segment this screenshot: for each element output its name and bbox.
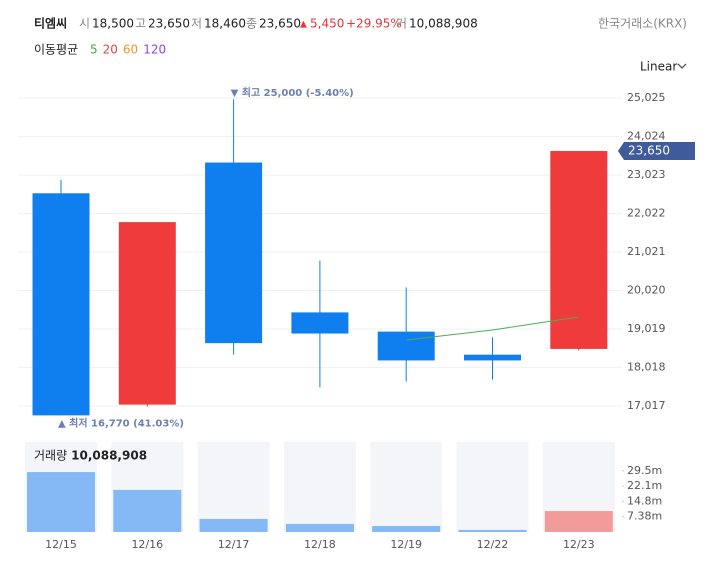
low-value: 18,460 bbox=[204, 17, 246, 31]
volume-bar bbox=[285, 523, 354, 532]
y-tick-label: 24,024 bbox=[627, 130, 666, 143]
high-label: 고 bbox=[135, 17, 146, 31]
annotation: ▲ 최저 16,770 (41.03%) bbox=[58, 416, 184, 429]
volume-value: 10,088,908 bbox=[409, 17, 478, 31]
y-tick-label: 22,022 bbox=[627, 207, 666, 220]
y-tick-label: 17,017 bbox=[627, 399, 666, 412]
y-tick-label: 19,019 bbox=[627, 322, 666, 335]
y-tick-label: 18,018 bbox=[627, 360, 666, 373]
change-value: 5,450 bbox=[310, 17, 344, 31]
open-value: 18,500 bbox=[92, 17, 134, 31]
high-value: 23,650 bbox=[148, 17, 190, 31]
x-tick-label: 12/22 bbox=[477, 538, 509, 551]
x-tick-label: 12/23 bbox=[563, 538, 595, 551]
x-tick-label: 12/15 bbox=[45, 538, 77, 551]
stock-name: 티엠씨 bbox=[34, 16, 67, 31]
candle-body bbox=[32, 193, 90, 416]
low-label: 저 bbox=[191, 17, 202, 31]
scale-mode[interactable]: Linear bbox=[640, 60, 677, 74]
moving-average-line bbox=[406, 316, 579, 341]
ma-legend: 60 bbox=[123, 43, 138, 57]
exchange: 한국거래소(KRX) bbox=[598, 17, 687, 31]
candle-body bbox=[464, 354, 521, 361]
y-tick-label: 23,023 bbox=[627, 168, 666, 181]
change-pct: +29.95% bbox=[346, 17, 402, 31]
close-value: 23,650 bbox=[259, 17, 301, 31]
y-tick-label: 21,021 bbox=[627, 245, 666, 258]
y-tick-label: 29.5m bbox=[627, 464, 662, 477]
change-arrow: ▲ bbox=[300, 20, 307, 30]
ma-legend: 5 bbox=[90, 43, 98, 57]
volume-panel bbox=[283, 442, 356, 532]
close-label: 종 bbox=[246, 17, 257, 31]
candle-body bbox=[550, 151, 608, 349]
volume-panel bbox=[370, 442, 443, 532]
x-tick-label: 12/18 bbox=[304, 538, 336, 551]
annotation: ▼ 최고 25,000 (-5.40%) bbox=[231, 86, 354, 99]
volume-bar bbox=[199, 518, 268, 532]
volume-bar bbox=[458, 529, 527, 532]
open-label: 시 bbox=[79, 17, 90, 31]
volume-total: 10,088,908 bbox=[71, 449, 147, 463]
volume-panel bbox=[197, 442, 270, 532]
dropdown-chevron[interactable] bbox=[677, 63, 687, 69]
volume-panel bbox=[456, 442, 529, 532]
candle-body bbox=[377, 331, 435, 361]
candle-body bbox=[291, 312, 349, 334]
candle-body bbox=[205, 162, 263, 344]
volume-title: 거래량 bbox=[34, 449, 67, 463]
y-tick-label: 25,025 bbox=[627, 91, 666, 104]
last-price-tag bbox=[618, 142, 695, 161]
x-tick-label: 12/19 bbox=[390, 538, 422, 551]
x-tick-label: 12/16 bbox=[131, 538, 163, 551]
y-tick-label: 20,020 bbox=[627, 284, 666, 297]
volume-bar bbox=[27, 472, 95, 532]
volume-bar bbox=[544, 511, 613, 532]
volume-bar bbox=[113, 489, 182, 532]
x-tick-label: 12/17 bbox=[218, 538, 250, 551]
last-price-label: 23,650 bbox=[628, 144, 670, 158]
y-tick-label: 22.1m bbox=[627, 479, 662, 492]
ma-legend: 20 bbox=[103, 43, 118, 57]
candle-body bbox=[118, 222, 176, 405]
volume-bar bbox=[372, 525, 441, 532]
volume-label: 거 bbox=[396, 17, 407, 31]
y-tick-label: 14.8m bbox=[627, 494, 662, 507]
ma-legend: 120 bbox=[143, 43, 166, 57]
ma-title: 이동평균 bbox=[34, 43, 78, 57]
y-tick-label: 7.38m bbox=[627, 510, 662, 523]
